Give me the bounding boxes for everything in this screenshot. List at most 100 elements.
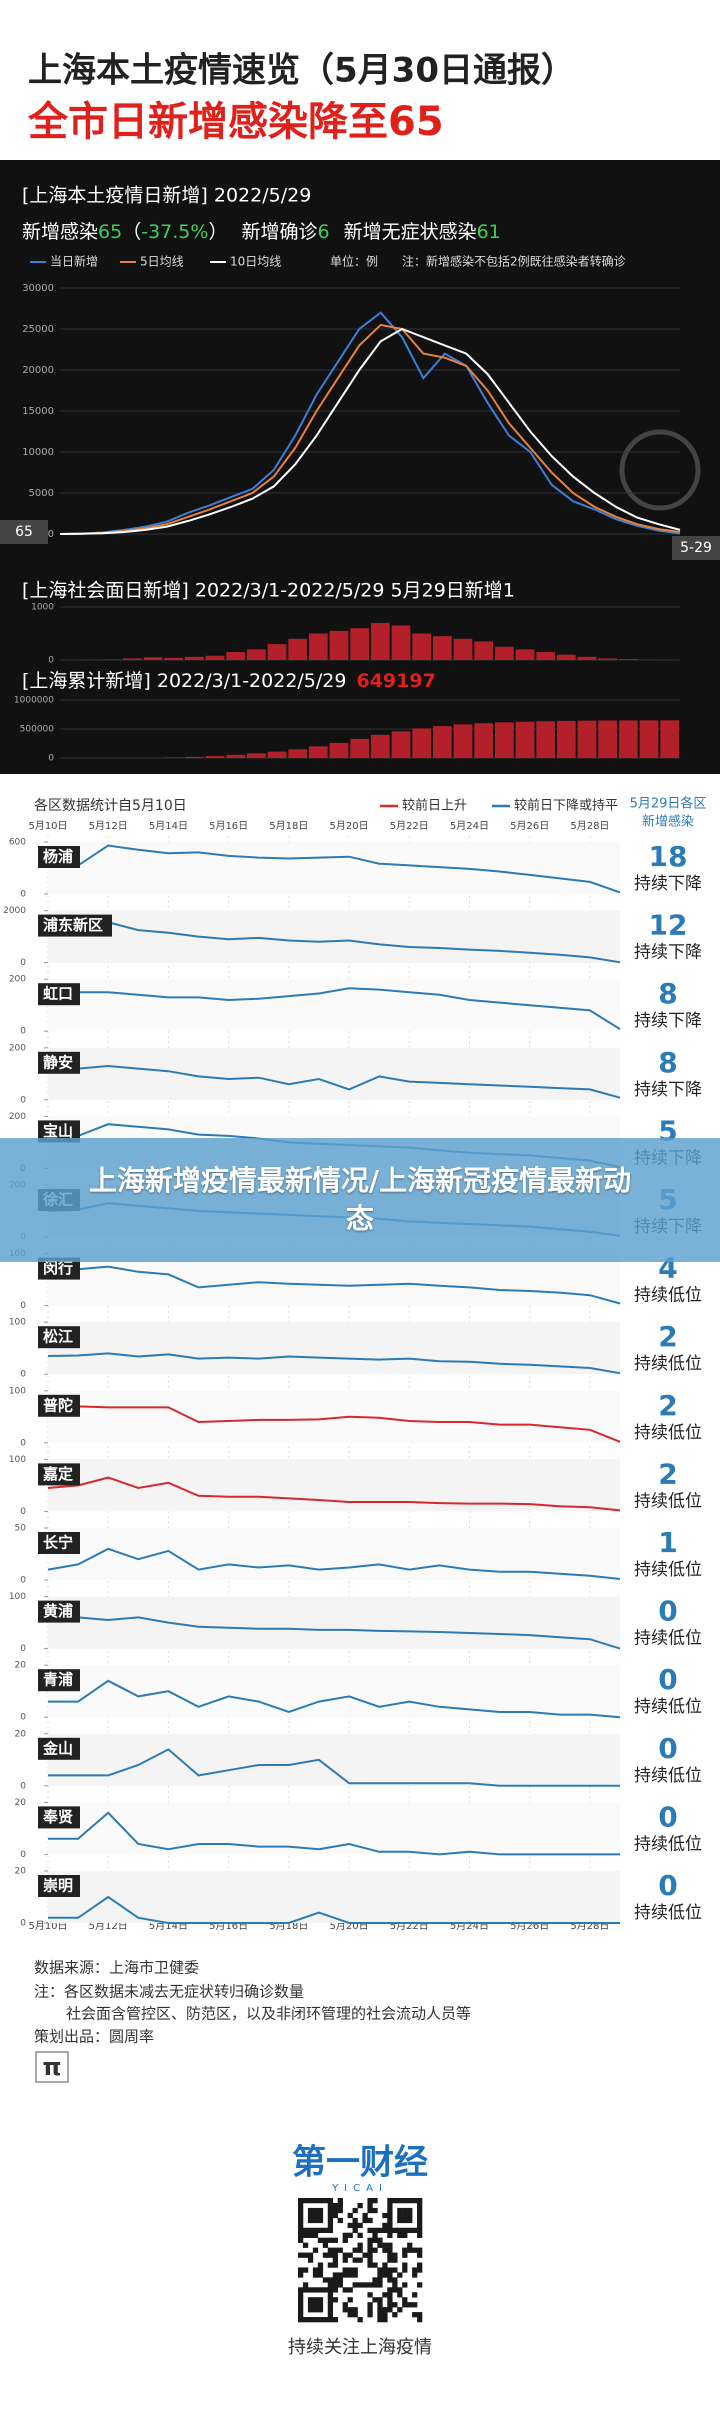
qr-module	[298, 2217, 304, 2224]
qr-module	[377, 2302, 383, 2308]
watermark	[619, 429, 701, 511]
status: 持续下降	[634, 1011, 702, 1031]
status: 持续低位	[634, 1697, 702, 1717]
qr-module	[412, 2312, 418, 2318]
qr-module	[327, 2237, 334, 2243]
panel-heading: [上海本土疫情日新增] 2022/5/29	[22, 185, 311, 207]
qr-module	[407, 2227, 413, 2234]
qr-module	[317, 2267, 324, 2273]
y-tick-label: 100	[9, 1592, 26, 1602]
qr-module	[392, 2277, 398, 2283]
qr-module	[317, 2227, 324, 2234]
qr-module	[402, 2252, 408, 2258]
qr-module	[322, 2227, 329, 2234]
qr-module	[327, 2277, 334, 2283]
qr-module	[327, 2217, 334, 2224]
qr-module	[402, 2207, 408, 2214]
name-tag	[38, 1120, 80, 1143]
row-band	[48, 1390, 620, 1443]
qr-module	[417, 2232, 423, 2238]
status: 持续低位	[634, 1834, 702, 1854]
x-tick-label: 5月12日	[89, 820, 128, 832]
district-line	[48, 987, 621, 1030]
qr-module	[397, 2287, 403, 2293]
qr-module	[377, 2307, 383, 2313]
qr-module	[417, 2207, 423, 2214]
name-tag	[38, 1257, 80, 1280]
qr-module	[417, 2247, 423, 2253]
district-line	[48, 1265, 621, 1305]
unit: 单位：例	[330, 254, 378, 269]
qr-module	[397, 2232, 403, 2238]
qr-module	[347, 2307, 353, 2313]
qr-module	[327, 2227, 334, 2234]
qr-module	[307, 2317, 314, 2323]
bar	[371, 622, 390, 660]
qr-module	[357, 2202, 363, 2209]
bar	[102, 659, 121, 660]
qr-module	[387, 2232, 393, 2238]
legend-label: 较前日下降或持平	[514, 798, 618, 814]
status: 持续低位	[634, 1423, 702, 1443]
qr-module	[392, 2257, 398, 2263]
row-band	[48, 1871, 620, 1923]
qr-module	[352, 2227, 358, 2234]
qr-module	[327, 2247, 334, 2253]
qr-module	[397, 2307, 403, 2313]
bar	[660, 720, 679, 758]
qr-module	[392, 2267, 398, 2273]
bar	[123, 658, 142, 660]
y-tick-label: 0	[20, 1713, 26, 1723]
districts-subtitle: 各区数据统计自5月10日	[34, 798, 187, 814]
qr-module	[298, 2207, 304, 2214]
bar	[205, 755, 225, 758]
bar	[164, 657, 183, 660]
qr-module	[372, 2297, 378, 2303]
qr-module	[327, 2202, 334, 2209]
x-tick-label: 5月10日	[28, 820, 67, 832]
qr-module	[352, 2282, 358, 2288]
qr-module	[352, 2207, 358, 2214]
qr-module	[298, 2287, 304, 2293]
qr-module	[337, 2277, 343, 2283]
bar	[309, 746, 328, 758]
bar	[247, 649, 266, 660]
qr-module	[387, 2257, 393, 2263]
note: 注：各区数据未减去无症状转归确诊数量	[34, 1983, 304, 2001]
bar	[226, 754, 245, 758]
qr-module	[317, 2217, 324, 2224]
qr-module	[392, 2198, 398, 2204]
qr-module	[377, 2317, 383, 2323]
bar	[557, 654, 576, 660]
qr-module	[317, 2287, 324, 2293]
qr-module	[312, 2287, 319, 2293]
qr-module	[332, 2262, 338, 2268]
name-tag	[38, 1394, 80, 1417]
qr-module	[322, 2317, 329, 2323]
qr-module	[332, 2277, 338, 2283]
qr-module	[387, 2297, 393, 2303]
x-tick-label: 5月14日	[149, 820, 188, 832]
qr-module	[298, 2267, 304, 2273]
qr-module	[327, 2212, 334, 2219]
qr-module	[402, 2198, 408, 2204]
qr-module	[347, 2267, 353, 2273]
qr-module	[317, 2297, 324, 2303]
x-tick-label: 5月20日	[330, 820, 369, 832]
y-tick-label: 0	[20, 890, 26, 900]
qr-module	[298, 2317, 304, 2323]
qr-module	[372, 2232, 378, 2238]
row-band	[48, 910, 620, 963]
qr-module	[387, 2247, 393, 2253]
bar	[453, 724, 473, 758]
district-name: 青浦	[43, 1671, 73, 1689]
qr-module	[357, 2317, 363, 2323]
qr-module	[347, 2272, 353, 2278]
x-tick-label: 5月18日	[269, 820, 308, 832]
qr-module	[367, 2262, 373, 2268]
bar	[205, 655, 225, 660]
district-line	[48, 1895, 620, 1924]
row-band	[48, 1596, 620, 1649]
qr-module	[312, 2307, 319, 2313]
status: 持续下降	[634, 943, 702, 963]
